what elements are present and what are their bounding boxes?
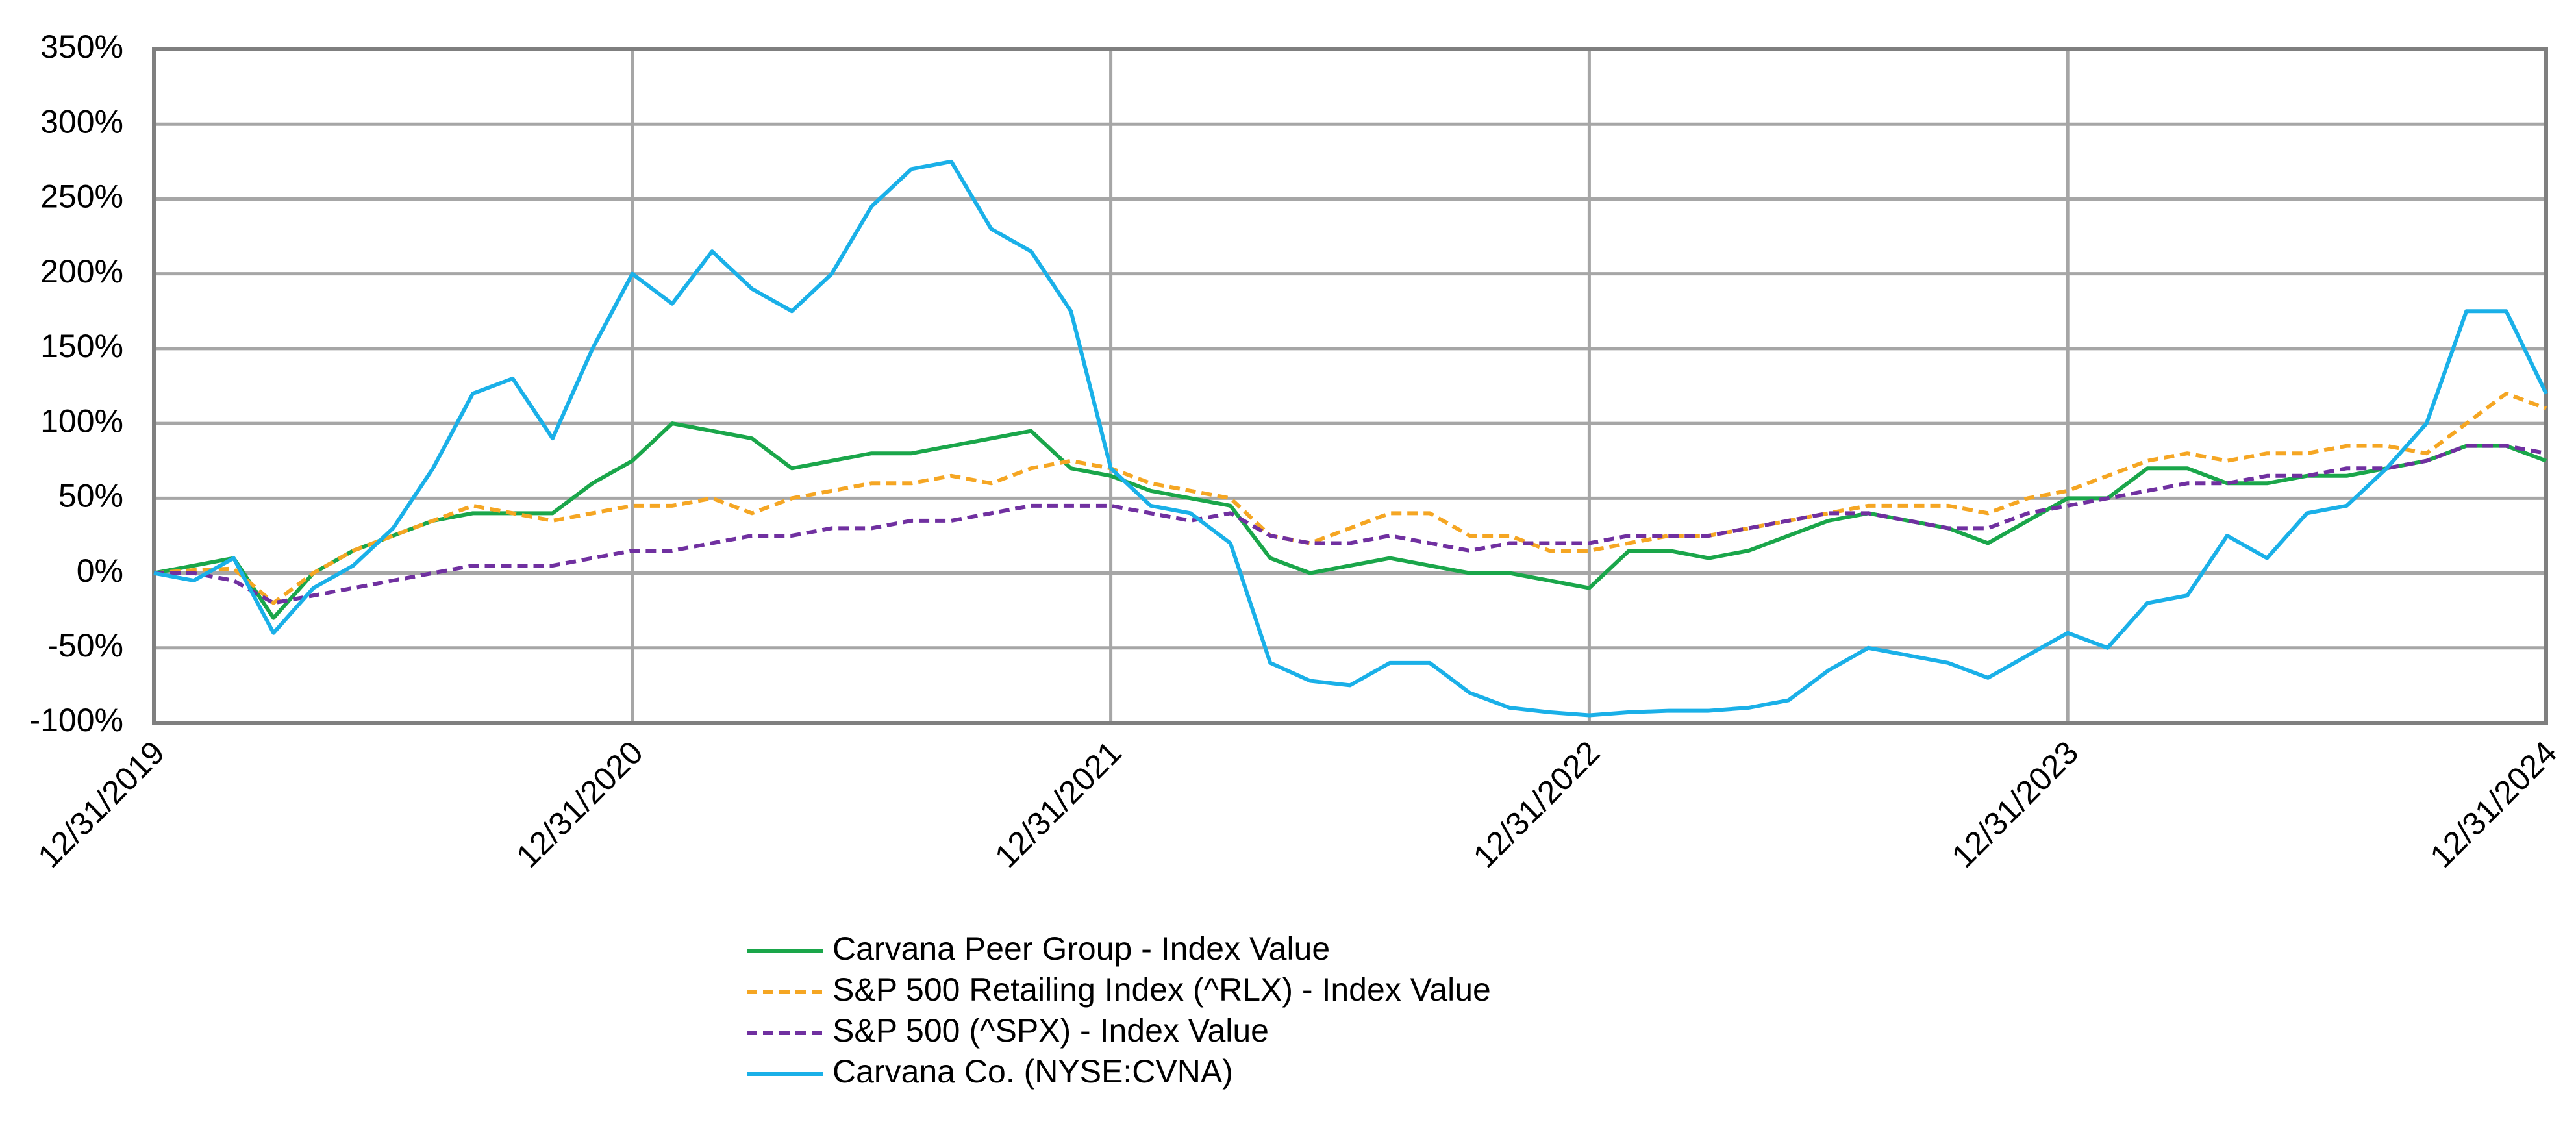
x-tick-label: 12/31/2024 <box>2423 734 2564 875</box>
y-tick-label: 0% <box>77 553 123 589</box>
legend-label: Carvana Peer Group - Index Value <box>832 931 1330 967</box>
legend: Carvana Peer Group - Index Value S&P 500 … <box>747 931 1491 1090</box>
y-tick-label: 200% <box>40 253 123 290</box>
y-tick-label: 50% <box>58 478 123 514</box>
y-tick-label: -50% <box>47 627 123 664</box>
x-tick-label: 12/31/2020 <box>509 734 650 875</box>
x-tick-label: 12/31/2019 <box>31 734 172 875</box>
y-tick-label: 150% <box>40 328 123 364</box>
y-tick-label: 100% <box>40 403 123 439</box>
series-line <box>153 392 2547 605</box>
series-line <box>154 444 2547 605</box>
plot-border <box>152 47 2548 725</box>
x-tick-label: 12/31/2022 <box>1466 734 1607 875</box>
legend-label: Carvana Co. (NYSE:CVNA) <box>832 1053 1233 1090</box>
y-tick-label: 300% <box>40 103 123 140</box>
x-tick-label: 12/31/2023 <box>1945 734 2086 875</box>
x-tick-label: 12/31/2021 <box>988 734 1129 875</box>
legend-label: S&P 500 Retailing Index (^RLX) - Index V… <box>832 971 1491 1008</box>
y-tick-label: -100% <box>29 702 123 738</box>
y-tick-label: 350% <box>40 29 123 65</box>
y-tick-label: 250% <box>40 179 123 215</box>
series-line <box>153 159 2548 718</box>
legend-label: S&P 500 (^SPX) - Index Value <box>832 1012 1269 1049</box>
series-line <box>153 421 2547 620</box>
